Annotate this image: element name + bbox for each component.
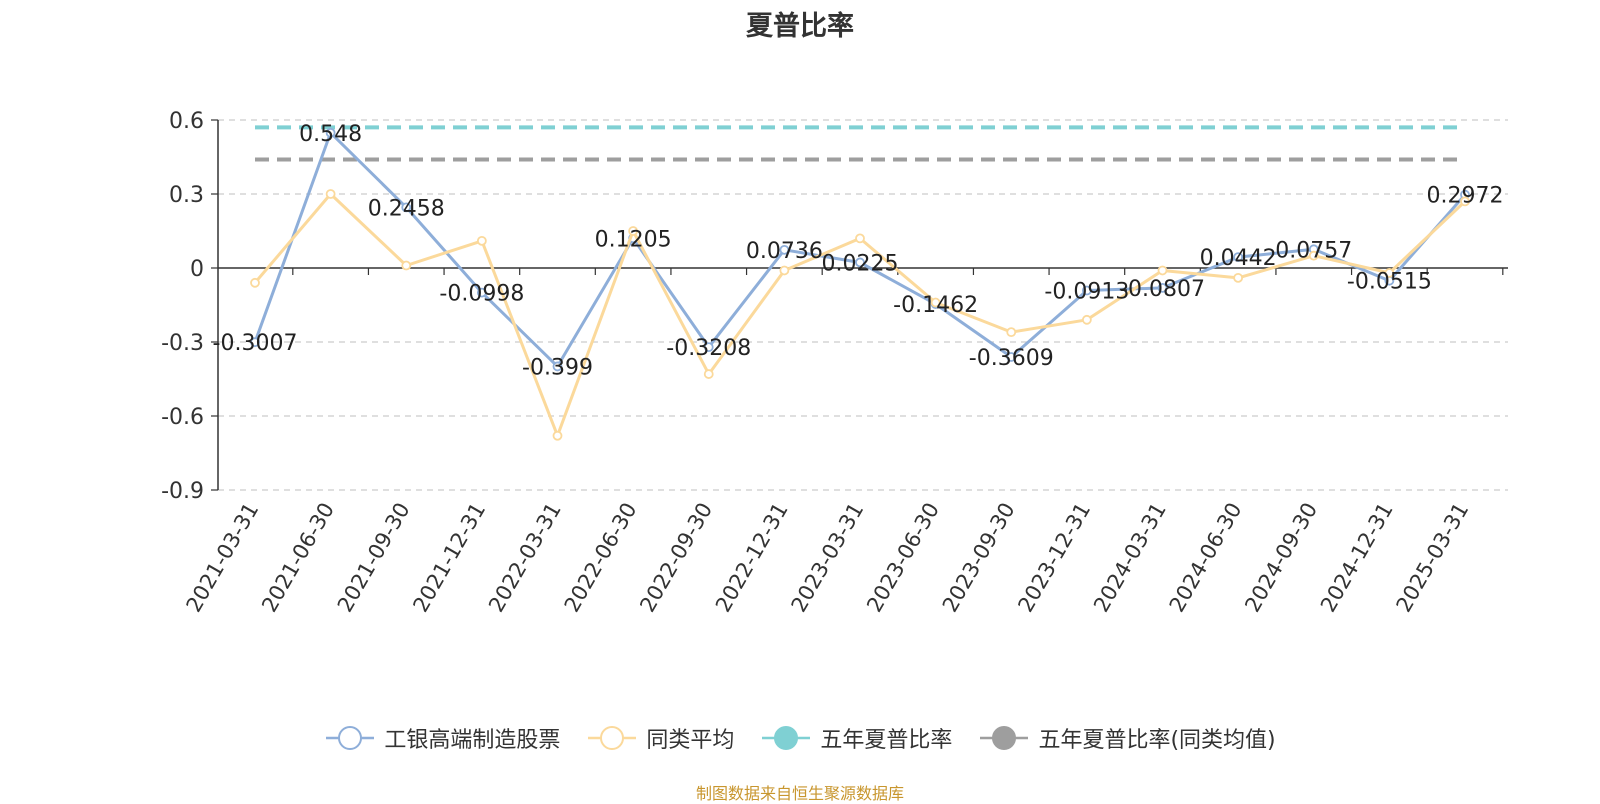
- x-tick-label: 2021-03-31: [182, 499, 264, 617]
- legend-swatch: [762, 726, 811, 750]
- legend-label: 同类平均: [646, 728, 735, 753]
- sharpe-ratio-chart: 0.60.30-0.3-0.6-0.92021-03-312021-06-302…: [161, 109, 1508, 616]
- series-1-point: [1157, 265, 1168, 276]
- x-tick-label: 2021-12-31: [408, 499, 490, 617]
- data-label: -0.0998: [439, 282, 524, 307]
- y-tick-label: 0: [190, 257, 204, 282]
- x-tick-label: 2024-09-30: [1240, 499, 1322, 617]
- series-0-point: [779, 244, 790, 255]
- data-label: -0.3609: [969, 346, 1054, 371]
- data-label: 0.2972: [1427, 184, 1504, 209]
- series-0-point: [401, 202, 412, 213]
- data-label: 0.548: [299, 122, 362, 147]
- legend-swatch: [588, 726, 637, 750]
- source-note: 制图数据来自恒生聚源数据库: [695, 784, 904, 803]
- grid-lines: [218, 119, 1508, 491]
- series-0-point: [1006, 352, 1017, 362]
- y-tick-label: -0.3: [161, 331, 204, 356]
- legend-swatch: [980, 726, 1029, 750]
- series-0-point: [1081, 285, 1092, 296]
- series-1-point: [930, 297, 941, 308]
- axes: 0.60.30-0.3-0.6-0.92021-03-312021-06-302…: [161, 109, 1508, 616]
- chart-title: 夏普比率: [746, 11, 854, 42]
- series-1-point: [552, 430, 563, 441]
- legend-swatch-marker: [600, 726, 625, 750]
- x-tick-label: 2024-03-31: [1089, 499, 1171, 617]
- series-1-point: [401, 260, 412, 271]
- data-label: 0.0736: [746, 239, 823, 264]
- series-1-point: [1081, 314, 1092, 325]
- y-tick-label: 0.3: [169, 183, 204, 208]
- data-label: -0.3007: [213, 331, 298, 356]
- series-0-point: [325, 127, 336, 138]
- legend-swatch-marker: [992, 726, 1017, 750]
- series-0-point: [1233, 252, 1244, 262]
- data-label: -0.399: [522, 355, 593, 380]
- data-label: 0.0757: [1275, 238, 1352, 263]
- series-1-point: [1233, 272, 1244, 283]
- series-0-point: [552, 361, 563, 372]
- x-tick-label: 2022-09-30: [635, 499, 717, 617]
- series-1-point: [1308, 250, 1319, 261]
- series-0-point: [703, 342, 714, 353]
- x-tick-label: 2023-12-31: [1013, 499, 1095, 617]
- reference-lines: [255, 125, 1465, 162]
- legend-label: 五年夏普比率: [820, 728, 953, 753]
- data-label: 0.2458: [368, 196, 445, 221]
- y-tick-label: -0.6: [161, 405, 204, 430]
- legend-item[interactable]: 五年夏普比率: [760, 722, 952, 754]
- x-tick-label: 2021-06-30: [257, 499, 339, 617]
- data-label: 0.0225: [822, 251, 899, 276]
- legend-item[interactable]: 五年夏普比率(同类均值): [978, 722, 1276, 754]
- x-tick-label: 2022-03-31: [484, 499, 566, 617]
- series-0-point: [1157, 283, 1168, 293]
- series-1-point: [1006, 327, 1017, 338]
- data-label: -0.0515: [1347, 270, 1432, 295]
- x-tick-label: 2023-03-31: [787, 499, 869, 617]
- data-labels: -0.3007 0.548 0.2458 -0.0998 -0.399 0.1205 -0.…: [213, 122, 1504, 381]
- data-label: -0.3208: [666, 336, 751, 361]
- x-tick-label: 2025-03-31: [1392, 499, 1474, 617]
- y-tick-label: 0.6: [169, 109, 204, 134]
- series-1-point: [476, 235, 487, 246]
- y-tick-label: -0.9: [161, 479, 204, 504]
- series-0-point: [855, 257, 865, 268]
- legend-swatch-marker: [774, 726, 799, 750]
- legend-label: 工银高端制造股票: [384, 728, 561, 753]
- series-1-point: [1384, 268, 1395, 278]
- data-label: 0.0442: [1200, 246, 1277, 271]
- series-1-point: [779, 265, 790, 276]
- x-tick-label: 2022-12-31: [711, 499, 793, 617]
- data-label: -0.0807: [1120, 277, 1205, 302]
- x-tick-label: 2024-12-31: [1316, 499, 1398, 617]
- x-tick-label: 2021-09-30: [333, 499, 415, 617]
- legend-item[interactable]: 工银高端制造股票: [324, 722, 560, 754]
- data-label: -0.0913: [1044, 280, 1129, 305]
- legend-swatch: [326, 726, 375, 750]
- series-1-point: [325, 189, 336, 199]
- series-1-point: [250, 277, 260, 288]
- x-tick-label: 2022-06-30: [560, 499, 642, 617]
- series-1-point: [855, 233, 865, 244]
- series-1-point: [703, 369, 714, 379]
- data-label: -0.1462: [893, 293, 978, 318]
- legend: 工银高端制造股票 同类平均 五年夏普比率 五年夏普比率(同类均值): [0, 722, 1600, 754]
- x-tick-label: 2023-09-30: [938, 499, 1020, 617]
- series-0-point: [476, 287, 487, 298]
- legend-item[interactable]: 同类平均: [586, 722, 734, 754]
- data-series: [250, 127, 1470, 441]
- x-tick-label: 2023-06-30: [862, 499, 944, 617]
- series-0-point: [250, 337, 260, 348]
- data-label: 0.1205: [595, 227, 672, 252]
- series-1-point: [628, 226, 639, 236]
- series-line-1: [253, 192, 1467, 438]
- legend-swatch-marker: [338, 726, 363, 750]
- x-tick-label: 2024-06-30: [1165, 499, 1247, 617]
- series-1-point: [1460, 196, 1470, 207]
- legend-label: 五年夏普比率(同类均值): [1038, 728, 1276, 753]
